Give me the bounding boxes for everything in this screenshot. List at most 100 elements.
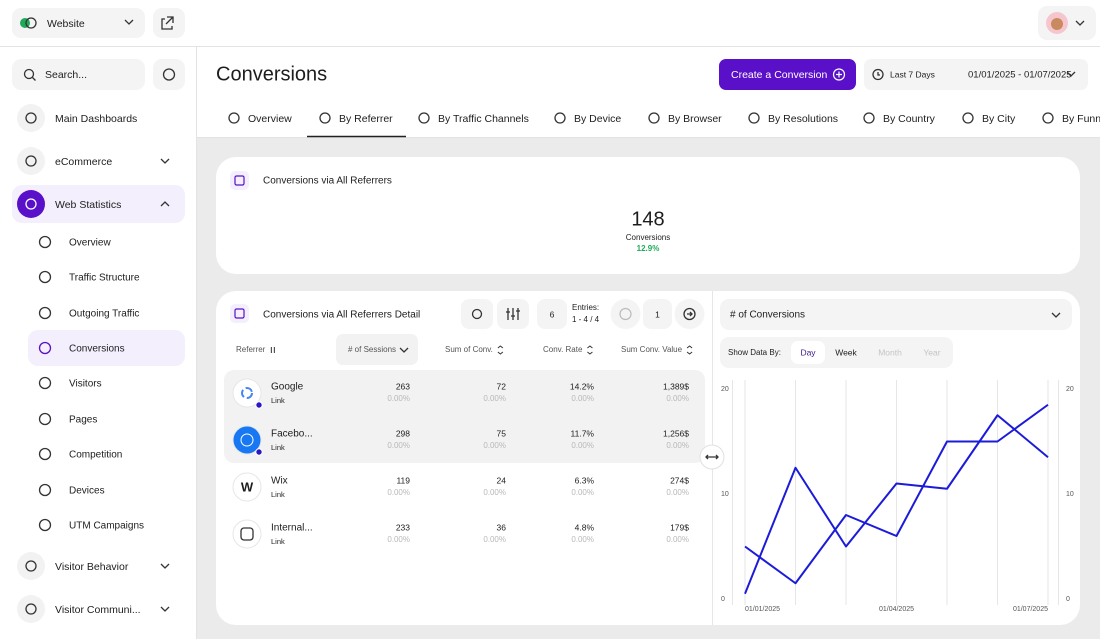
cell-change: 0.00% (483, 535, 506, 544)
nav-icon-bg (17, 595, 45, 623)
nav-subicon (38, 270, 52, 284)
tab-icon (418, 112, 430, 124)
column-header: Referrer (236, 345, 266, 354)
nav-subitem[interactable]: Traffic Structure (69, 273, 140, 284)
nav-icon-bg (17, 552, 45, 580)
nav-item[interactable]: Main Dashboards (55, 113, 137, 125)
cell-change: 0.00% (666, 394, 689, 403)
tab[interactable]: By Traffic Channels (438, 113, 529, 125)
nav-subitem[interactable]: Pages (69, 415, 97, 426)
cell-value: 119 (396, 475, 410, 485)
site-name[interactable]: Website (47, 18, 85, 30)
clock-icon (877, 72, 880, 76)
cell-change: 0.00% (387, 488, 410, 497)
metric-label[interactable]: # of Conversions (730, 310, 805, 321)
tab[interactable]: Overview (248, 113, 292, 125)
nav-item[interactable]: eCommerce (55, 156, 112, 168)
search-box[interactable] (12, 59, 145, 90)
cell-change: 0.00% (571, 488, 594, 497)
nav-item[interactable]: Visitor Behavior (55, 561, 129, 573)
entries-label: Entries: (572, 303, 599, 312)
cell-value: 274$ (670, 475, 689, 485)
nav-item[interactable]: Web Statistics (55, 199, 121, 211)
x-tick-label: 01/07/2025 (1013, 606, 1048, 613)
date-period[interactable]: Last 7 Days (890, 69, 935, 79)
cell-value: 6.3% (575, 475, 595, 485)
granularity-option[interactable]: Year (923, 347, 940, 357)
referrer-name: Internal... (271, 523, 313, 534)
column-header[interactable]: Sum of Conv. (445, 345, 493, 354)
y-tick-label: 10 (721, 491, 729, 498)
nav-item[interactable]: Visitor Communi... (55, 604, 141, 616)
referrer-logo-text: W (241, 479, 254, 494)
google-mark (241, 387, 253, 399)
granularity-option[interactable]: Month (878, 347, 902, 357)
nav-subitem[interactable]: Competition (69, 450, 122, 461)
nav-subitem[interactable]: Visitors (69, 379, 102, 390)
referrer-name: Wix (271, 476, 288, 487)
cell-change: 0.00% (387, 441, 410, 450)
summary-title: Conversions via All Referrers (263, 176, 392, 187)
page-size[interactable] (537, 299, 567, 329)
active-item (28, 330, 185, 366)
cell-value: 179$ (670, 522, 689, 532)
date-range[interactable]: 01/01/2025 - 01/07/2025 (968, 70, 1072, 81)
next-icon (683, 307, 696, 321)
page-box[interactable] (643, 299, 672, 329)
create-button-label[interactable]: Create a Conversion (731, 69, 827, 81)
tab[interactable]: By Referrer (339, 113, 393, 125)
nav-subicon (38, 376, 52, 390)
nav-subitem[interactable]: Overview (69, 238, 111, 249)
cell-change: 0.00% (666, 535, 689, 544)
current-page[interactable]: 1 (655, 309, 660, 319)
cell-value: 1,256$ (663, 428, 689, 438)
show-by-label: Show Data By: (728, 348, 781, 357)
site-selector[interactable] (12, 8, 145, 38)
external-icon (161, 16, 174, 30)
tab[interactable]: By Resolutions (768, 113, 838, 125)
y-tick-label: 0 (721, 596, 725, 603)
nav-subicon (38, 518, 52, 532)
tab[interactable]: By Funnels (1062, 113, 1100, 125)
column-header[interactable]: Conv. Rate (543, 345, 583, 354)
tab[interactable]: By Country (883, 113, 936, 125)
nav-icon (25, 560, 37, 572)
cell-change: 0.00% (571, 535, 594, 544)
external-link-button[interactable] (153, 8, 185, 38)
nav-subitem[interactable]: Devices (69, 486, 105, 497)
tab-icon (962, 112, 974, 124)
column-header[interactable]: Sum Conv. Value (621, 345, 683, 354)
tab[interactable]: By Device (574, 113, 621, 125)
cell-value: 233 (396, 522, 410, 532)
metric-dropdown[interactable] (720, 299, 1072, 330)
referrer-type: Link (271, 443, 285, 452)
search-icon (23, 68, 35, 80)
internal-mark (240, 527, 254, 541)
summary-value: 148 (631, 208, 664, 230)
granularity-option[interactable]: Day (800, 347, 816, 357)
sorted-column (336, 334, 418, 365)
date-picker[interactable] (864, 59, 1088, 90)
tab-icon (648, 112, 660, 124)
tab-icon (228, 112, 240, 124)
cell-change: 0.00% (483, 441, 506, 450)
cell-value: 298 (396, 428, 410, 438)
create-button[interactable] (719, 59, 856, 90)
tab[interactable]: By City (982, 113, 1016, 125)
search-placeholder[interactable]: Search... (45, 69, 87, 81)
collapse-button[interactable] (153, 59, 185, 90)
nav-subitem[interactable]: Outgoing Traffic (69, 309, 139, 320)
tab[interactable]: By Browser (668, 113, 722, 125)
granularity-option[interactable]: Week (835, 347, 857, 357)
facebook-mark (240, 433, 254, 447)
nav-subitem[interactable]: UTM Campaigns (69, 521, 144, 532)
collapse-icon (162, 68, 176, 81)
nav-subicon (38, 447, 52, 461)
prev-icon (619, 307, 632, 321)
page-size-value[interactable]: 6 (550, 309, 555, 319)
prev-page[interactable] (610, 299, 641, 329)
segment-button[interactable] (461, 299, 493, 329)
entries-range: 1 - 4 / 4 (572, 315, 600, 324)
column-header[interactable]: # of Sessions (348, 345, 396, 354)
nav-subitem[interactable]: Conversions (69, 344, 125, 355)
